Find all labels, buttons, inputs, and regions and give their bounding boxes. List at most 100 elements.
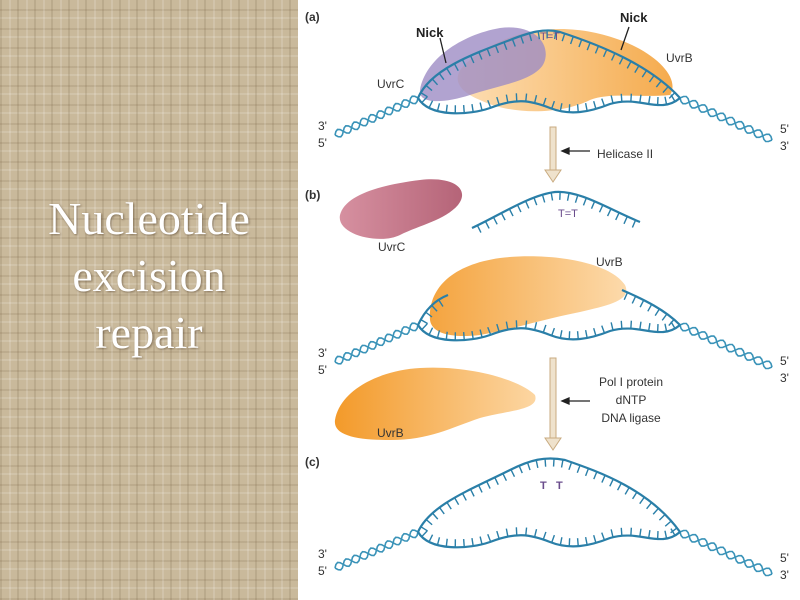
base-tick — [542, 97, 547, 106]
base-tick — [471, 331, 474, 340]
dna-helix — [679, 529, 773, 577]
base-tick — [606, 208, 612, 217]
base-tick — [601, 98, 606, 107]
title-line: excision — [72, 250, 226, 301]
thymine-c1: T — [540, 480, 547, 492]
dna-strand — [416, 457, 681, 533]
base-tick — [496, 530, 500, 539]
base-tick — [438, 72, 445, 81]
uvrb-label-released: UvrB — [377, 426, 404, 440]
base-tick — [559, 537, 563, 546]
base-tick — [615, 212, 620, 221]
base-tick — [601, 325, 606, 334]
base-tick — [576, 331, 579, 340]
base-tick — [428, 534, 434, 543]
process-arrow-2 — [544, 357, 562, 451]
base-tick — [620, 320, 623, 329]
base-tick — [639, 496, 645, 505]
nick-label-right: Nick — [620, 10, 648, 25]
base-tick — [560, 459, 564, 468]
base-tick — [505, 321, 509, 330]
base-tick — [652, 507, 660, 515]
pol1-label: Pol I protein — [599, 375, 663, 389]
base-tick — [500, 212, 506, 221]
dna-strand — [417, 324, 681, 342]
base-tick — [461, 493, 467, 501]
base-tick — [438, 299, 444, 307]
base-tick — [639, 299, 645, 308]
base-tick — [601, 475, 606, 483]
base-tick — [462, 331, 465, 341]
base-tick — [420, 92, 428, 98]
base-tick — [486, 48, 491, 57]
nick-pointer-right — [620, 26, 630, 51]
strand-end-label: 5' — [780, 354, 789, 368]
base-tick — [631, 295, 637, 304]
base-tick — [431, 512, 439, 520]
base-tick — [662, 86, 669, 94]
strand-end-label: 3' — [318, 346, 327, 360]
base-tick — [505, 94, 509, 103]
nick-pointer-left — [439, 37, 447, 64]
base-tick — [487, 327, 492, 335]
base-tick — [594, 45, 600, 54]
base-tick — [648, 75, 655, 83]
base-tick — [664, 520, 672, 527]
panel-label-c: (c) — [305, 455, 320, 469]
base-tick — [494, 45, 500, 54]
base-tick — [551, 327, 556, 336]
strand-end-label: 3' — [318, 119, 327, 133]
base-tick — [425, 311, 433, 318]
uvrc-label-b: UvrC — [378, 240, 406, 254]
panel-label-b: (b) — [305, 188, 320, 202]
base-tick — [559, 103, 563, 112]
base-tick — [453, 63, 459, 71]
base-tick — [618, 56, 624, 65]
base-tick — [528, 33, 533, 42]
base-tick — [670, 94, 676, 102]
base-tick — [520, 35, 525, 44]
base-tick — [445, 331, 448, 340]
ligase-label: DNA ligase — [601, 411, 661, 425]
strand-end-label: 5' — [318, 136, 327, 150]
base-tick — [421, 530, 428, 538]
base-tick — [584, 102, 588, 112]
base-tick — [420, 319, 429, 325]
base-tick — [624, 487, 630, 495]
base-tick — [639, 321, 642, 330]
base-tick — [647, 529, 651, 539]
base-tick — [496, 323, 500, 332]
base-tick — [620, 93, 623, 102]
base-tick — [654, 308, 661, 317]
base-tick — [533, 529, 538, 538]
base-tick — [525, 320, 528, 329]
base-tick — [537, 31, 541, 40]
base-tick — [438, 507, 445, 515]
base-tick — [533, 95, 538, 104]
base-tick — [541, 194, 546, 203]
base-tick — [454, 497, 460, 506]
base-tick — [516, 204, 522, 213]
base-tick — [479, 536, 483, 545]
thymine-dimer-b: T=T — [558, 208, 578, 220]
base-tick — [476, 225, 482, 233]
base-tick — [664, 323, 668, 332]
base-tick — [568, 462, 573, 471]
panel-label-a: (a) — [305, 10, 320, 24]
base-tick — [492, 216, 498, 225]
uvrb-label-b: UvrB — [596, 255, 623, 269]
dna-helix — [679, 322, 773, 370]
helicase-label: Helicase II — [597, 147, 653, 161]
strand-end-label: 3' — [780, 139, 789, 153]
base-tick — [494, 477, 499, 485]
process-arrow-1 — [544, 126, 562, 183]
base-tick — [655, 80, 662, 88]
base-tick — [471, 538, 474, 547]
base-tick — [511, 38, 516, 47]
dna-strand — [417, 293, 449, 326]
base-tick — [584, 536, 588, 546]
base-tick — [518, 465, 523, 474]
ner-diagram: (a) (b) (c) Nick Nick UvrC UvrB UvrC Uvr… — [305, 10, 789, 582]
base-tick — [551, 100, 556, 109]
strand-end-label: 5' — [318, 564, 327, 578]
